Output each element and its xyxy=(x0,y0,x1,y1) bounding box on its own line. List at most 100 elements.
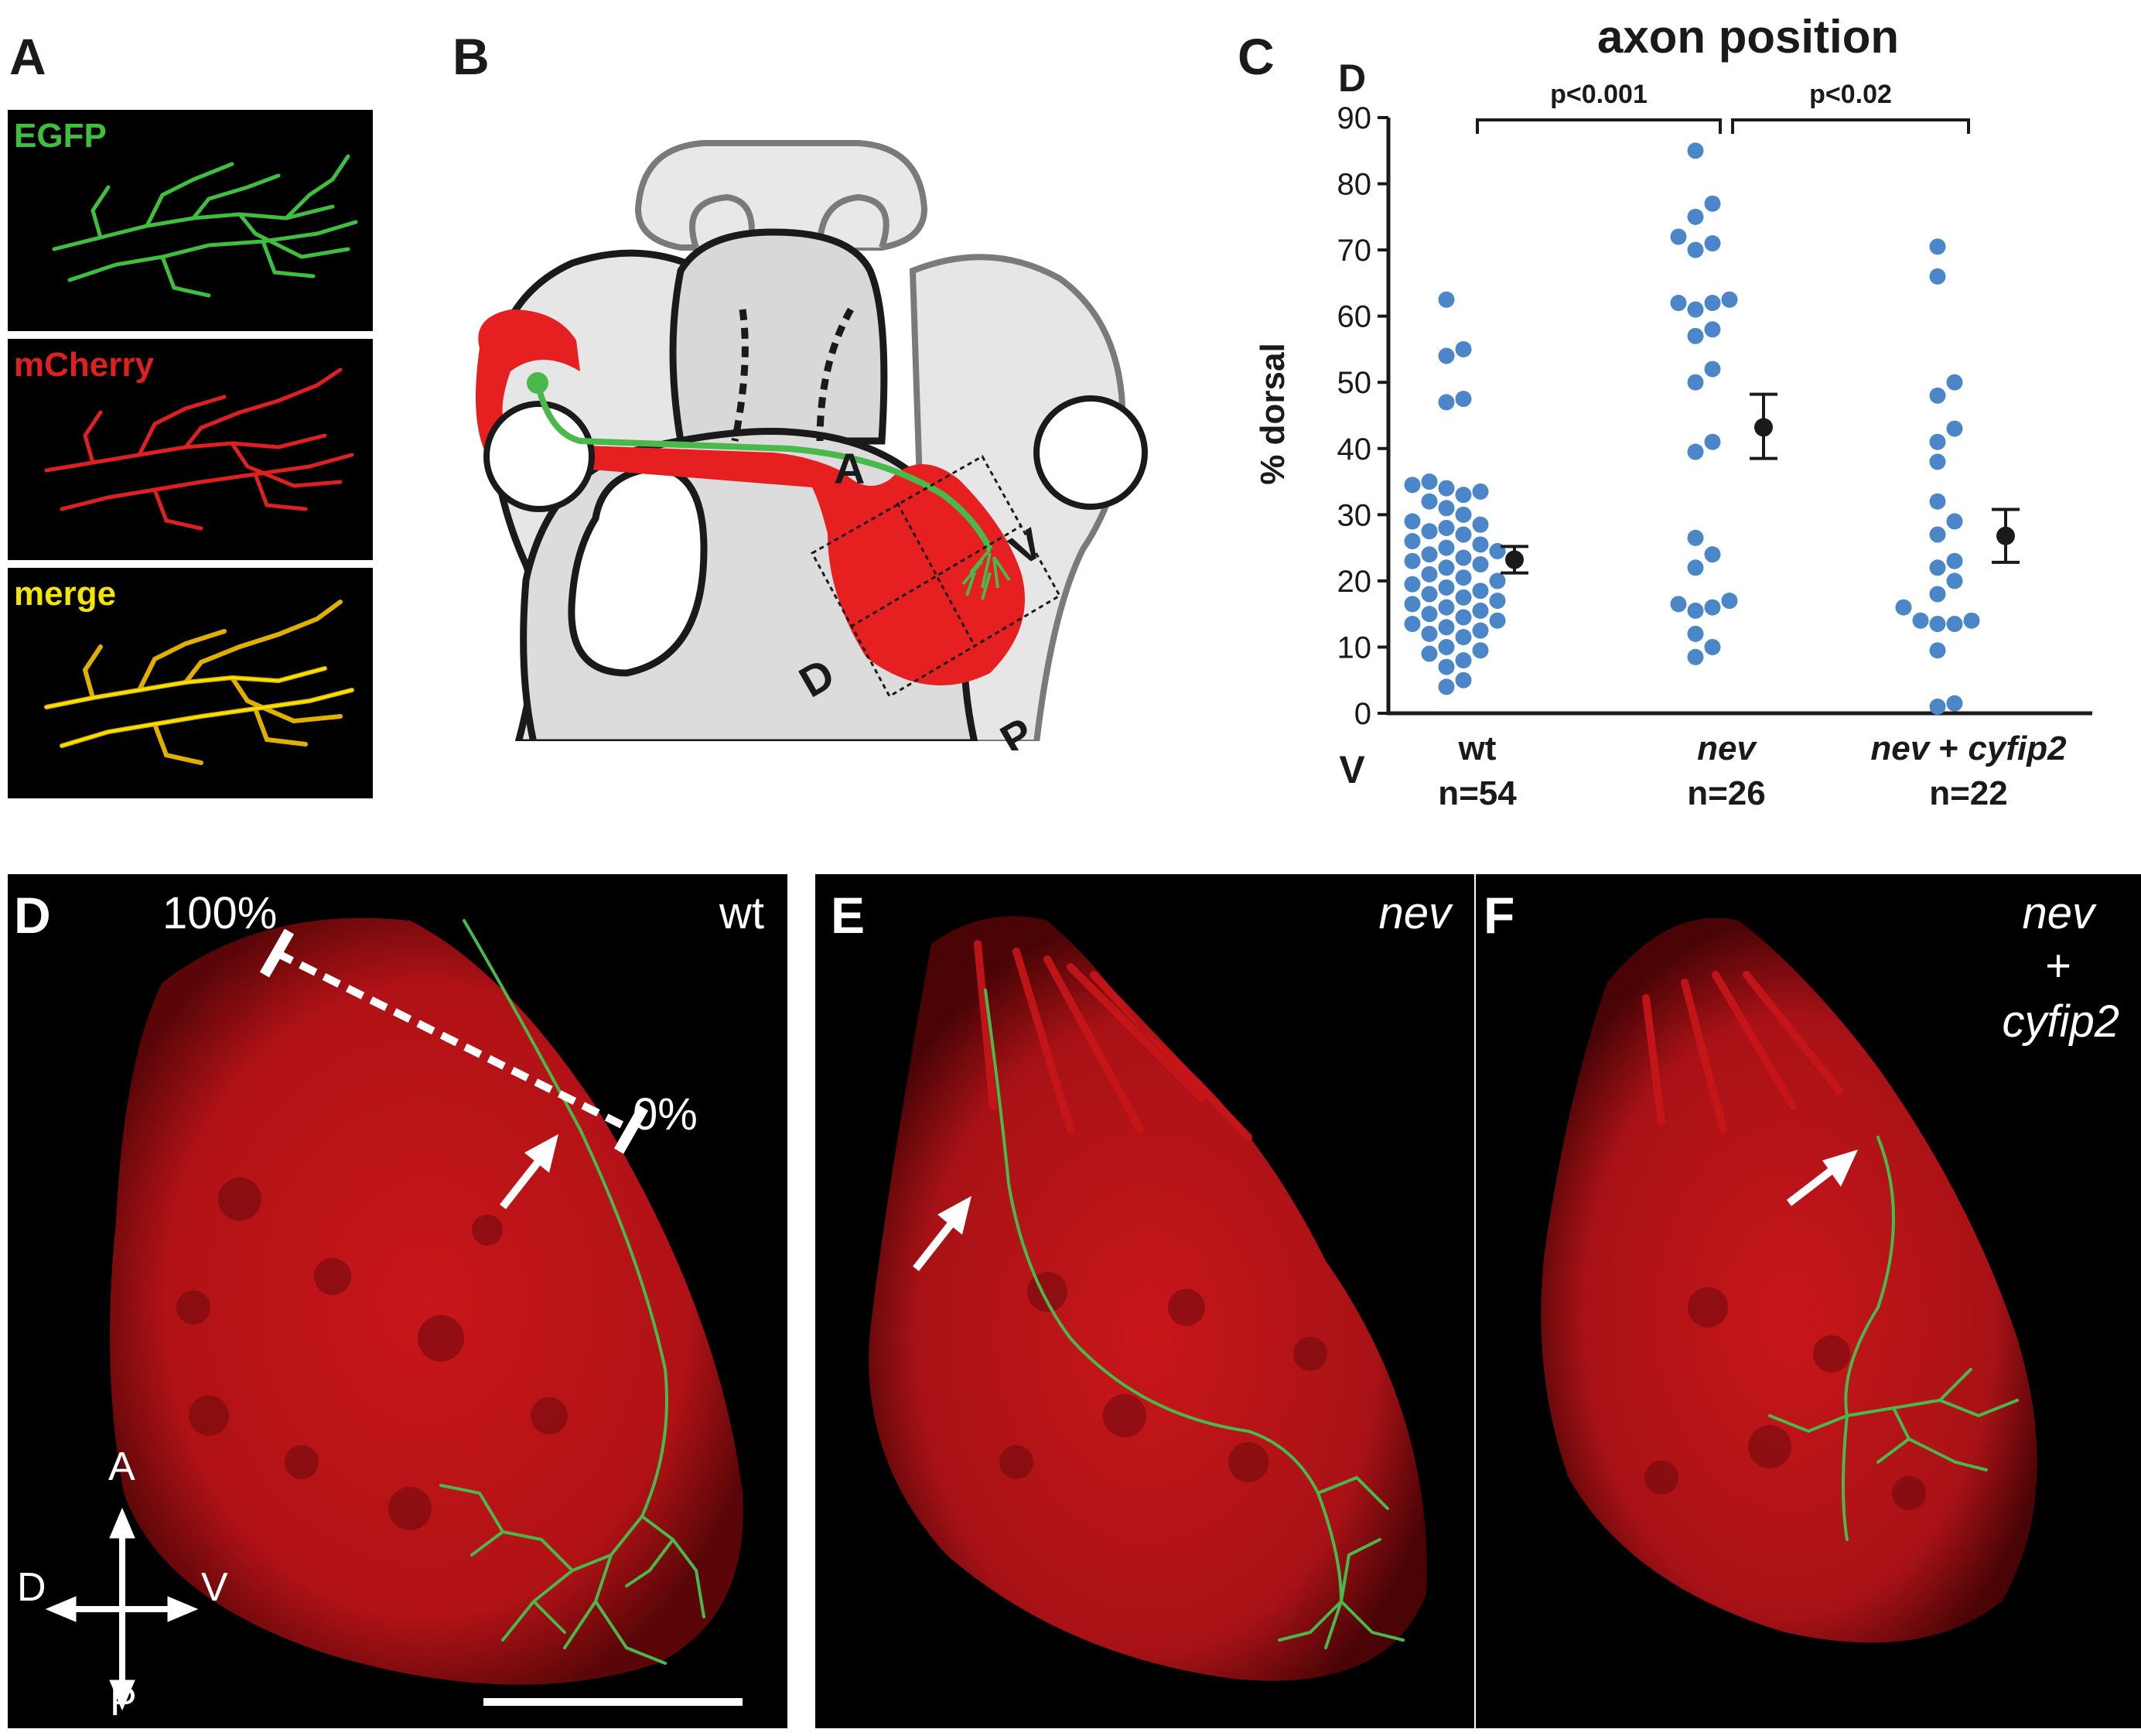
data-point xyxy=(1704,235,1721,252)
data-point xyxy=(1455,340,1472,357)
data-point xyxy=(1421,625,1438,642)
y-tick-label: 10 xyxy=(1337,630,1372,665)
data-point xyxy=(1963,612,1980,629)
data-point xyxy=(1929,387,1946,404)
y-tick-label: 40 xyxy=(1337,432,1372,466)
category-label: nev xyxy=(1697,730,1757,767)
data-point xyxy=(1438,579,1455,596)
nev-cyfip2-genotype-line3: cyfip2 xyxy=(2002,996,2119,1047)
data-point xyxy=(1421,473,1438,490)
left-eye xyxy=(483,401,595,512)
nev-arrow xyxy=(913,1196,971,1272)
optic-tract-red xyxy=(565,429,1025,685)
data-point xyxy=(1929,268,1946,285)
egfp-label: EGFP xyxy=(14,117,107,155)
data-point xyxy=(1687,374,1704,391)
significance-bracket xyxy=(1476,118,1722,134)
data-point xyxy=(1946,374,1963,391)
p-value-label: p<0.02 xyxy=(1809,80,1892,109)
data-point xyxy=(1421,493,1438,510)
axon-position-chart: axon position D V % dorsal 0 10 20 30 40 50 60… xyxy=(1254,11,2092,812)
data-point xyxy=(1489,593,1506,610)
schematic-label-a: A xyxy=(834,444,865,493)
data-point xyxy=(1895,599,1912,616)
data-point xyxy=(1455,569,1472,586)
data-point xyxy=(1455,487,1472,504)
data-point xyxy=(1472,556,1489,572)
data-point xyxy=(1704,638,1721,655)
data-point xyxy=(1421,645,1438,662)
data-point xyxy=(1404,576,1421,593)
panel-c-letter: C xyxy=(1238,28,1275,85)
p-value-label: p<0.001 xyxy=(1550,80,1648,109)
data-point xyxy=(1687,602,1704,619)
data-point xyxy=(1438,291,1455,308)
data-point xyxy=(1438,500,1455,517)
nev-tectum-image xyxy=(869,916,1427,1681)
data-point xyxy=(1438,638,1455,655)
mcherry-axon-arbor xyxy=(44,367,354,531)
data-point xyxy=(1704,599,1721,616)
panel-e-letter: E xyxy=(831,887,866,944)
data-point xyxy=(1946,420,1963,437)
data-point xyxy=(1929,238,1946,255)
data-point xyxy=(1687,142,1704,159)
data-point xyxy=(1929,433,1946,450)
y-tick-label: 80 xyxy=(1337,168,1372,202)
category-label: wt xyxy=(1458,730,1497,767)
data-point xyxy=(1438,347,1455,364)
wt-arrow xyxy=(500,1134,558,1210)
data-point xyxy=(1704,195,1721,212)
chart-title: axon position xyxy=(1597,11,1899,63)
data-point xyxy=(1438,480,1455,497)
nev-cyfip2-genotype-line1: nev xyxy=(2022,888,2095,938)
merge-micrograph: merge xyxy=(8,568,373,798)
y-tick-label: 30 xyxy=(1337,498,1372,532)
data-point xyxy=(1438,519,1455,536)
category-label: nev + cyfip2 xyxy=(1870,730,2067,767)
data-point xyxy=(1455,549,1472,566)
data-point xyxy=(1929,698,1946,715)
data-point xyxy=(1687,648,1704,665)
data-point xyxy=(1455,589,1472,606)
mcherry-label: mCherry xyxy=(14,346,154,384)
data-point xyxy=(1472,536,1489,553)
nev-axon xyxy=(984,989,1405,1649)
data-point xyxy=(1946,695,1963,712)
panel-a-letter: A xyxy=(9,28,46,85)
data-point xyxy=(1670,295,1687,312)
data-point xyxy=(1704,361,1721,378)
data-point xyxy=(1438,658,1455,675)
data-point xyxy=(1929,642,1946,659)
wt-genotype-label: wt xyxy=(719,888,764,938)
data-point xyxy=(1455,609,1472,626)
panel-d-letter: D xyxy=(14,887,51,944)
data-point xyxy=(1472,516,1489,533)
data-point xyxy=(1946,513,1963,530)
data-point xyxy=(1721,593,1738,610)
data-point xyxy=(1438,678,1455,695)
data-point xyxy=(1929,526,1946,543)
data-point xyxy=(1404,616,1421,632)
data-point xyxy=(1489,572,1506,589)
data-point xyxy=(1455,506,1472,523)
scale-100-label: 100% xyxy=(162,888,278,938)
midbrain-outline xyxy=(669,228,888,445)
mean-marker xyxy=(1505,550,1524,569)
data-point xyxy=(1929,586,1946,603)
data-point xyxy=(1421,523,1438,540)
sample-size-label: n=54 xyxy=(1438,774,1517,812)
data-point xyxy=(1670,596,1687,613)
data-point xyxy=(1472,602,1489,619)
wt-axon xyxy=(439,919,705,1665)
rgc-axon-green xyxy=(534,382,993,551)
data-point xyxy=(1455,526,1472,543)
nev-micrograph: E nev xyxy=(815,874,1474,1728)
wt-micrograph: D wt 100% 0% A P D V xyxy=(8,874,787,1728)
data-point xyxy=(1704,295,1721,312)
data-point xyxy=(1438,619,1455,636)
merge-label: merge xyxy=(14,575,117,613)
data-point xyxy=(1687,559,1704,576)
wt-tectum-image xyxy=(45,918,743,1711)
nev-cyfip2-genotype-line2: + xyxy=(2045,941,2071,991)
